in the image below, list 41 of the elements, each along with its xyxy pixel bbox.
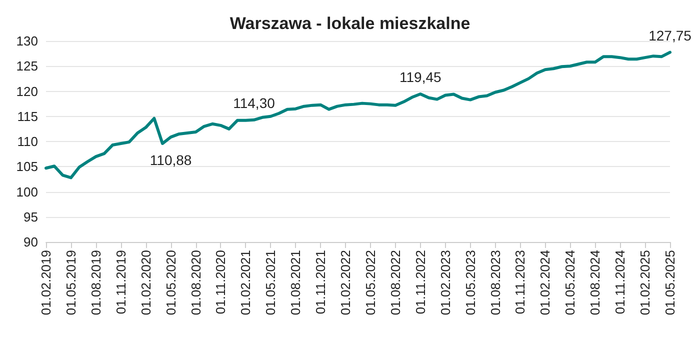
x-tick-label: 01.11.2020 [213,250,228,314]
x-tick-label: 01.05.2022 [362,250,378,316]
data-label: 114,30 [233,94,276,111]
y-tick-label: 125 [16,58,38,74]
x-tick-label: 01.11.2024 [612,250,628,314]
x-tick-label: 01.05.2020 [163,250,178,316]
x-tick-label: 01.11.2022 [412,250,428,314]
x-tick-label: 01.08.2021 [288,250,304,316]
y-tick-label: 130 [16,34,38,48]
y-tick-label: 110 [17,134,38,149]
data-label: 119,45 [400,69,442,86]
x-tick-label: 01.02.2023 [438,250,453,316]
x-tick-label: 01.08.2022 [388,250,403,316]
x-tick-label: 01.02.2024 [538,250,553,316]
data-label: 127,75 [648,27,692,44]
x-tick-label: 01.02.2020 [138,250,154,316]
x-tick-label: 01.02.2022 [338,250,354,316]
x-tick-label: 01.02.2019 [38,250,54,316]
x-tick-label: 01.05.2024 [562,250,578,316]
x-tick-label: 01.02.2025 [638,250,653,316]
x-tick-label: 01.05.2021 [263,250,278,316]
x-tick-label: 01.05.2019 [63,250,78,316]
y-tick-label: 95 [24,209,38,224]
y-tick-label: 105 [16,159,38,174]
x-tick-label: 01.05.2023 [462,250,478,316]
y-tick-label: 120 [16,84,38,99]
data-label: 110,88 [150,152,192,168]
x-tick-label: 01.05.2025 [662,250,678,316]
chart-title: Warszawa - lokale mieszkalne [230,14,470,33]
x-tick-label: 01.08.2019 [88,250,104,316]
x-tick-label: 01.11.2023 [512,250,528,314]
line-series [44,50,672,180]
x-tick-label: 01.11.2021 [313,250,328,314]
x-tick-label: 01.08.2020 [188,250,204,316]
y-tick-label: 115 [17,108,38,124]
x-tick-label: 01.08.2024 [588,250,603,316]
y-tick-label: 100 [16,184,38,200]
x-tick-label: 01.02.2021 [238,250,254,316]
x-tick-label: 01.08.2023 [488,250,503,316]
y-tick-label: 90 [24,234,38,250]
x-tick-label: 01.11.2019 [113,250,128,314]
